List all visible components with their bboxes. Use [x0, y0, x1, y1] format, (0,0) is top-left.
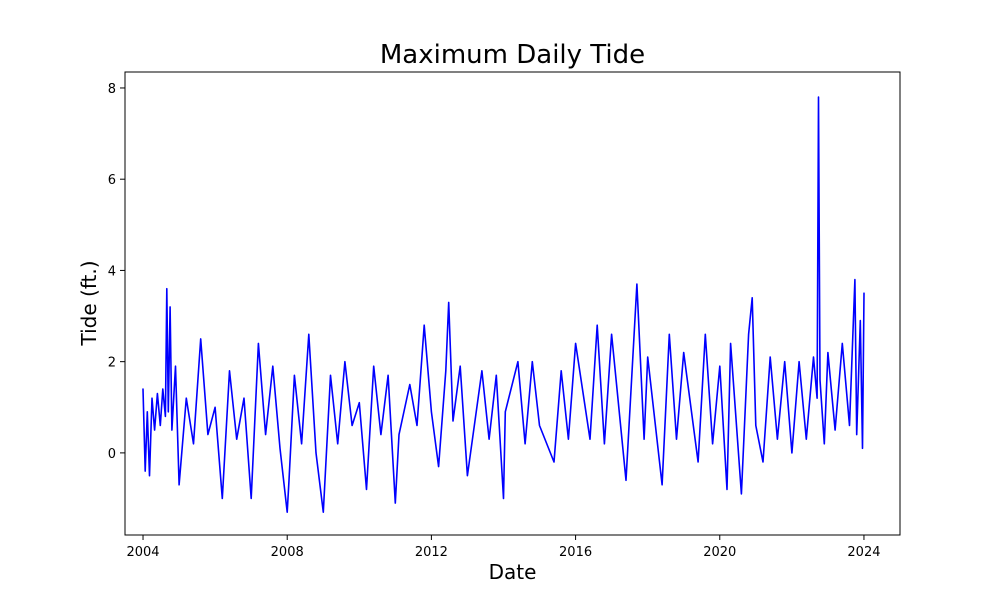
- x-axis-label: Date: [489, 560, 537, 584]
- y-tick-label: 6: [108, 173, 116, 188]
- y-axis-label: Tide (ft.): [77, 260, 101, 346]
- chart-title: Maximum Daily Tide: [380, 40, 645, 70]
- y-tick-label: 0: [108, 447, 116, 462]
- x-tick-label: 2008: [271, 545, 304, 560]
- x-tick-label: 2024: [847, 545, 880, 560]
- x-tick-label: 2012: [415, 545, 448, 560]
- x-tick-label: 2016: [559, 545, 592, 560]
- x-tick-label: 2004: [126, 545, 159, 560]
- y-tick-label: 8: [108, 82, 116, 97]
- y-tick-label: 4: [108, 264, 116, 279]
- y-tick-label: 2: [108, 356, 116, 371]
- x-tick-label: 2020: [703, 545, 736, 560]
